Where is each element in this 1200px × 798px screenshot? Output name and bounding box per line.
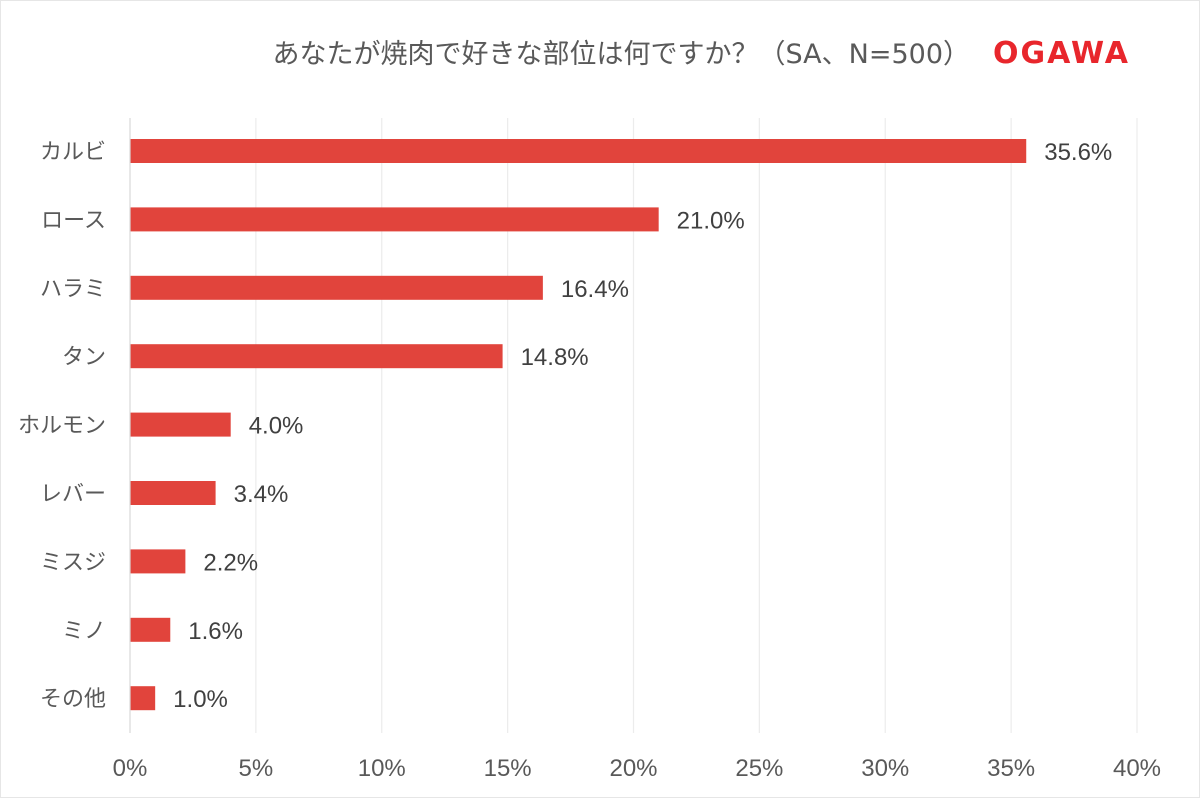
x-tick-label: 35% (987, 755, 1035, 782)
data-label: 1.6% (188, 618, 243, 645)
x-tick-label: 20% (609, 755, 657, 782)
data-label: 14.8% (521, 344, 589, 371)
category-label: カルビ (40, 140, 106, 165)
x-tick-label: 25% (735, 755, 783, 782)
data-label: 2.2% (203, 549, 258, 576)
data-label: 35.6% (1044, 139, 1112, 166)
category-label: タン (62, 345, 106, 370)
x-tick-label: 40% (1113, 755, 1161, 782)
bar (130, 275, 543, 300)
category-label: ホルモン (18, 414, 106, 439)
x-tick-label: 0% (113, 755, 148, 782)
category-label: ロース (41, 208, 106, 233)
x-tick-label: 30% (861, 755, 909, 782)
x-tick-label: 10% (358, 755, 406, 782)
data-label: 21.0% (677, 207, 745, 234)
bar (130, 207, 659, 232)
bar (130, 139, 1027, 163)
x-axis-tick-labels: 0% 5% 10% 15% 20% 25% 30% 35% 40% (113, 755, 1161, 782)
bars (130, 139, 1027, 711)
x-tick-label: 15% (484, 755, 532, 782)
bar (130, 412, 231, 437)
bar (130, 617, 171, 642)
bar (130, 549, 186, 574)
category-label: ミスジ (40, 550, 106, 575)
data-label: 1.0% (173, 686, 228, 713)
category-label: ハラミ (40, 277, 106, 302)
bar (130, 481, 216, 505)
data-label: 4.0% (249, 413, 304, 440)
category-label: その他 (40, 687, 106, 712)
x-tick-label: 5% (239, 755, 274, 782)
category-label: レバー (40, 482, 106, 507)
data-label: 3.4% (234, 481, 289, 508)
chart-title: あなたが焼肉で好きな部位は何ですか？（SA、N=500） (272, 39, 970, 70)
ogawa-logo: OGAWA (993, 36, 1130, 71)
value-labels: 35.6% 21.0% 16.4% 14.8% 4.0% 3.4% 2.2% 1.6% 1.0% (173, 139, 1112, 713)
category-label: ミノ (62, 619, 106, 644)
bar (130, 686, 156, 711)
bar (130, 344, 503, 369)
data-label: 16.4% (561, 276, 629, 303)
